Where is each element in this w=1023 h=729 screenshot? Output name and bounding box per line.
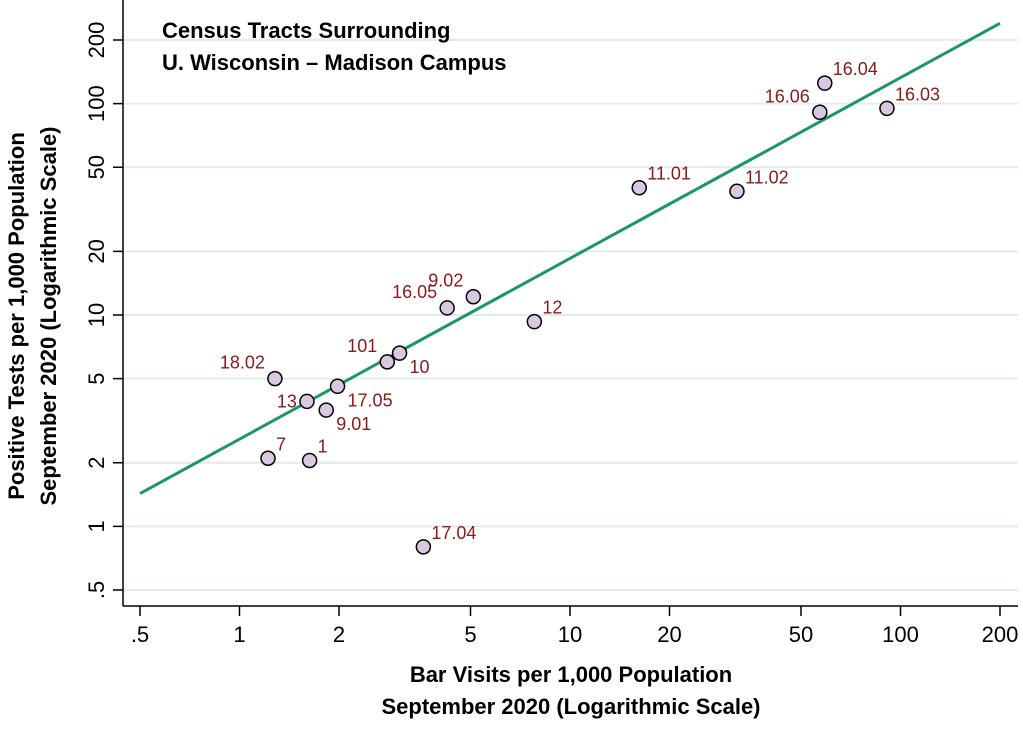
y-tick-label: 5 bbox=[84, 373, 109, 385]
data-point bbox=[329, 378, 346, 395]
point-label: 10 bbox=[410, 357, 430, 377]
data-point bbox=[260, 450, 276, 467]
fit-line bbox=[139, 21, 1001, 495]
y-axis-title-line-2: September 2020 (Logarithmic Scale) bbox=[36, 126, 61, 505]
point-label: 1 bbox=[318, 436, 328, 456]
point-label: 11.01 bbox=[647, 164, 691, 184]
y-tick-label: 100 bbox=[84, 85, 109, 122]
x-tick-label: 20 bbox=[657, 622, 681, 647]
point-label: 13 bbox=[277, 391, 297, 411]
data-points bbox=[260, 75, 895, 555]
x-tick-label: 5 bbox=[464, 622, 476, 647]
y-tick-label: .5 bbox=[84, 581, 109, 599]
point-label: 18.02 bbox=[220, 353, 265, 373]
x-tick-label: 100 bbox=[882, 622, 919, 647]
point-label: 16.06 bbox=[765, 86, 810, 106]
y-tick-label: 50 bbox=[84, 155, 109, 179]
y-tick-label: 200 bbox=[84, 22, 109, 59]
data-point bbox=[301, 452, 318, 469]
point-label: 9.01 bbox=[336, 414, 371, 434]
point-label: 16.05 bbox=[392, 282, 437, 302]
data-point bbox=[318, 402, 334, 418]
data-point bbox=[526, 313, 543, 330]
point-label: 101 bbox=[347, 336, 377, 356]
data-point bbox=[879, 100, 895, 117]
gridlines bbox=[124, 39, 1018, 591]
point-label: 17.05 bbox=[348, 390, 393, 410]
y-tick-label: 20 bbox=[84, 239, 109, 263]
y-tick-label: 1 bbox=[84, 520, 109, 532]
chart-title-line-2: U. Wisconsin – Madison Campus bbox=[162, 50, 507, 75]
data-point bbox=[439, 300, 455, 316]
x-tick-label: 2 bbox=[333, 622, 345, 647]
y-tick-label: 10 bbox=[84, 303, 109, 327]
chart-title-line-1: Census Tracts Surrounding bbox=[162, 18, 451, 43]
x-tick-label: 200 bbox=[982, 622, 1019, 647]
y-tick-label: 2 bbox=[84, 457, 109, 469]
x-tick-label: 10 bbox=[558, 622, 582, 647]
point-label: 12 bbox=[542, 298, 562, 318]
x-tick-label: 1 bbox=[233, 622, 245, 647]
point-label: 7 bbox=[276, 434, 286, 454]
y-axis-title-line-1: Positive Tests per 1,000 Population bbox=[4, 132, 29, 500]
x-axis-title-line-2: September 2020 (Logarithmic Scale) bbox=[381, 694, 760, 719]
data-point bbox=[729, 183, 745, 200]
data-point bbox=[465, 288, 482, 305]
x-tick-label: 50 bbox=[789, 622, 813, 647]
data-point bbox=[812, 104, 828, 121]
data-point bbox=[267, 370, 283, 387]
data-point bbox=[391, 345, 408, 361]
data-point bbox=[299, 393, 315, 410]
data-point bbox=[817, 75, 833, 91]
point-label: 9.02 bbox=[428, 271, 463, 291]
data-point bbox=[379, 354, 396, 370]
point-label: 17.04 bbox=[431, 523, 476, 543]
point-label: 16.04 bbox=[833, 59, 878, 79]
x-axis-title-line-1: Bar Visits per 1,000 Population bbox=[410, 662, 732, 687]
data-point bbox=[631, 179, 647, 196]
point-label: 11.02 bbox=[745, 167, 789, 187]
data-point bbox=[415, 539, 432, 555]
point-label: 16.03 bbox=[895, 84, 940, 104]
x-tick-label: .5 bbox=[131, 622, 149, 647]
